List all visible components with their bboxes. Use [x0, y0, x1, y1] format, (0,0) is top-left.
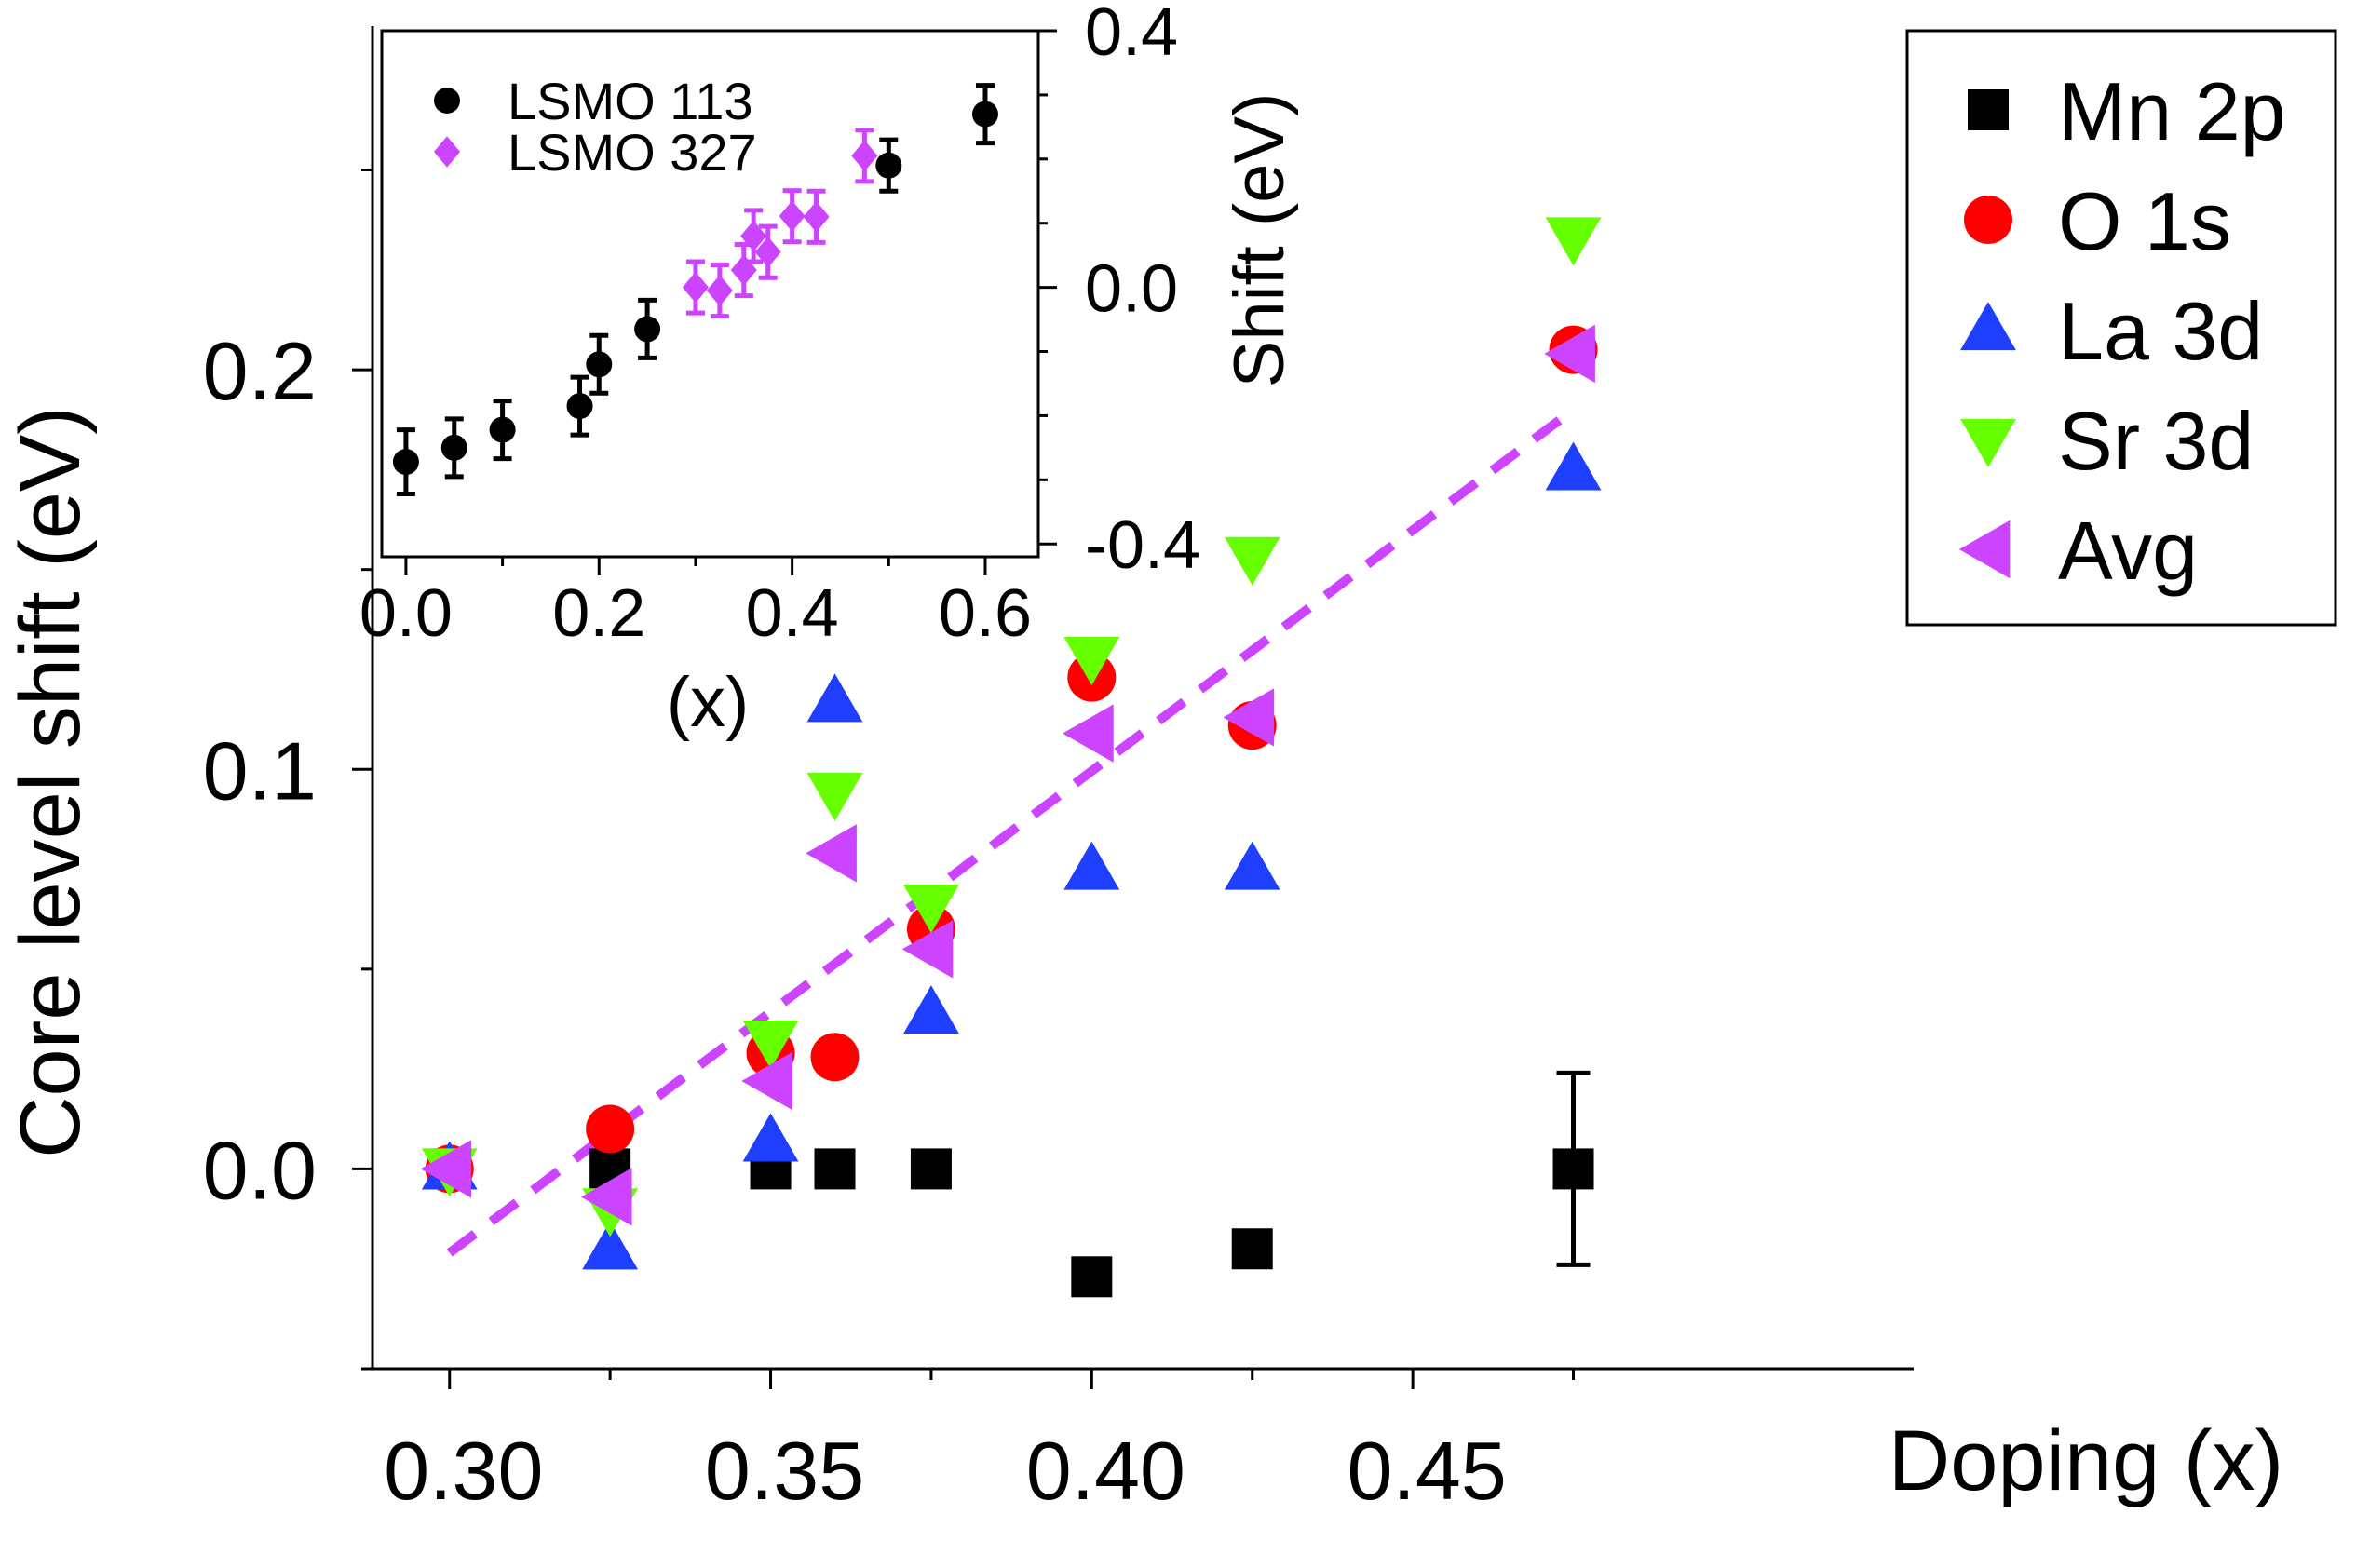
main-point-avg — [1544, 324, 1595, 384]
inset-point-lsmo-327 — [779, 200, 806, 232]
main-x-tick-label: 0.35 — [705, 1425, 864, 1517]
main-legend-box — [1905, 29, 2337, 627]
main-point-avg — [580, 1168, 632, 1226]
legend-marker-o-1s — [1964, 196, 2012, 244]
inset-y-tick-label: 0.4 — [1085, 0, 1178, 70]
inset-point-lsmo-327 — [851, 140, 878, 172]
legend-label-o-1s: O 1s — [2058, 175, 2231, 267]
inset-point-lsmo-327 — [706, 275, 733, 306]
inset-point-lsmo-327 — [730, 254, 757, 286]
main-y-tick-label: 0.2 — [203, 325, 317, 417]
inset-y-tick-label: -0.4 — [1085, 508, 1200, 583]
main-point-la-3d — [1545, 441, 1602, 491]
inset-point-lsmo-113 — [489, 416, 516, 443]
main-legend: Mn 2p O 1s La 3d Sr 3d Avg — [1905, 29, 2337, 627]
main-point-mn-2p — [1071, 1256, 1113, 1298]
main-point-o-1s — [586, 1104, 635, 1154]
legend-label-sr-3d: Sr 3d — [2058, 395, 2254, 487]
main-x-tick-label: 0.30 — [384, 1425, 543, 1517]
inset-x-tick-label: 0.4 — [746, 576, 839, 651]
inset-x-tick-label: 0.6 — [939, 576, 1032, 651]
inset-legend-marker-lsmo-113 — [434, 88, 460, 114]
main-point-la-3d — [903, 985, 959, 1034]
inset-point-lsmo-113 — [586, 351, 613, 378]
main-point-sr-3d — [1063, 636, 1120, 685]
inset-y-tick-label: 0.0 — [1085, 252, 1178, 327]
legend-label-avg: Avg — [2058, 505, 2198, 597]
inset-point-lsmo-327 — [754, 236, 781, 268]
inset-point-lsmo-327 — [682, 271, 709, 304]
main-x-axis-title: Doping (x) — [1889, 1413, 2283, 1508]
inset-point-lsmo-113 — [971, 101, 998, 128]
main-point-la-3d — [806, 673, 863, 723]
legend-marker-mn-2p — [1968, 89, 2009, 130]
main-point-la-3d — [742, 1113, 799, 1162]
main-point-avg — [901, 920, 954, 979]
main-point-sr-3d — [742, 1020, 799, 1069]
inset-point-lsmo-113 — [634, 316, 661, 343]
main-error-bar — [1556, 1070, 1591, 1267]
inset-y-axis-title: Shift (eV) — [1220, 93, 1299, 388]
main-axes: 0.30 0.35 0.40 0.45 0.0 0.1 0.2 Doping (x) Core … — [3, 26, 2283, 1517]
main-point-avg — [806, 824, 857, 883]
inset-point-lsmo-113 — [566, 393, 593, 420]
main-point-sr-3d — [903, 885, 959, 934]
main-point-avg — [741, 1051, 792, 1111]
main-point-avg — [1063, 704, 1114, 763]
inset-point-lsmo-327 — [740, 220, 767, 252]
inset-legend-label-lsmo-113: LSMO 113 — [508, 72, 753, 130]
legend-label-mn-2p: Mn 2p — [2058, 65, 2286, 157]
main-y-tick-label: 0.1 — [203, 724, 317, 817]
legend-label-la-3d: La 3d — [2058, 285, 2263, 377]
inset-legend-marker-lsmo-327 — [434, 136, 460, 168]
main-point-la-3d — [1063, 841, 1120, 890]
main-point-mn-2p — [1231, 1228, 1273, 1270]
main-y-tick-label: 0.0 — [203, 1124, 317, 1216]
main-point-mn-2p — [814, 1148, 856, 1190]
main-fit-line-group — [446, 406, 1577, 1257]
main-point-la-3d — [582, 1221, 639, 1270]
main-point-avg — [1223, 688, 1275, 747]
inset-point-lsmo-327 — [803, 201, 830, 233]
inset-point-lsmo-113 — [875, 152, 902, 179]
main-data-points — [420, 217, 1602, 1298]
legend-marker-avg — [1958, 520, 2011, 579]
inset-data-points — [392, 83, 998, 496]
inset-x-tick-label: 0.2 — [552, 576, 645, 651]
inset-x-axis-title: (x) — [667, 663, 750, 742]
inset-x-tick-label: 0.0 — [359, 576, 453, 651]
inset-point-lsmo-113 — [392, 449, 419, 476]
inset-legend-label-lsmo-327: LSMO 327 — [508, 123, 757, 182]
main-point-avg — [420, 1140, 472, 1198]
main-point-sr-3d — [1224, 536, 1280, 586]
inset-axes: 0.0 0.2 0.4 0.6 -0.4 0.0 0.4 (x) Shift (eV) — [359, 0, 1299, 742]
main-fit-line — [446, 406, 1577, 1257]
main-x-tick-label: 0.40 — [1026, 1425, 1185, 1517]
main-point-sr-3d — [1545, 217, 1602, 266]
main-x-tick-label: 0.45 — [1347, 1425, 1506, 1517]
main-point-o-1s — [810, 1033, 860, 1082]
legend-marker-la-3d — [1960, 302, 2016, 351]
inset-point-lsmo-113 — [440, 434, 467, 461]
main-point-sr-3d — [806, 772, 863, 821]
legend-marker-sr-3d — [1960, 418, 2016, 467]
main-y-axis-title: Core level shift (eV) — [3, 406, 98, 1158]
main-point-la-3d — [1224, 841, 1280, 890]
main-point-mn-2p — [910, 1148, 952, 1190]
